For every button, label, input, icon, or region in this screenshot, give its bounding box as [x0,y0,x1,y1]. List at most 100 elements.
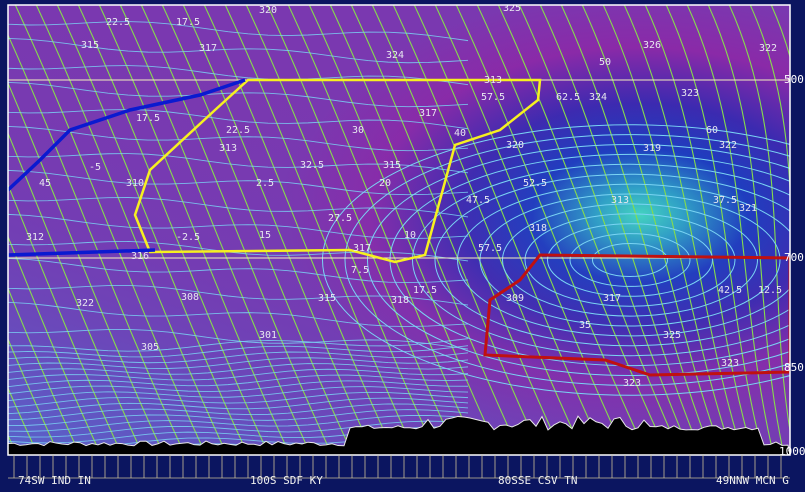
isentrope [8,368,469,381]
plot-area: 315 317 320 324 325 326 322 324 323 322 321 319 317 3… [8,5,790,455]
isentrope [8,37,469,64]
isotach [686,5,775,455]
contour-label: 315 [318,293,336,304]
location-labels: 74SW IND IN 100S SDF KY 80SSE CSV TN 49NNW … [18,474,789,487]
contour-labels: 315 317 320 324 325 326 322 324 323 322 321 319 317 3… [26,5,782,389]
isotach [329,5,522,455]
contour-label: 35 [579,320,591,331]
isotach [182,5,375,455]
isentrope [502,203,758,317]
contour-label: 325 [663,330,681,341]
isentrope [8,196,469,218]
contour-label: 37.5 [713,195,737,206]
isotach [434,5,627,455]
contour-label: 324 [386,50,404,61]
isentrope [524,213,736,307]
isentrope [8,420,469,438]
isentrope [8,257,469,284]
contour-label: 305 [141,342,159,353]
isentrope [8,81,469,108]
contour-label: 22.5 [106,17,130,28]
isotach [8,287,81,455]
contour-label: 320 [506,140,524,151]
isentrope [8,152,469,174]
contour-label: 57.5 [481,92,505,103]
isentrope [8,380,469,395]
contour-label: 308 [181,292,199,303]
isentropes [8,20,790,455]
isentrope [547,223,713,297]
location-label: 49NNW MCN G [716,474,789,487]
isentrope [8,415,469,432]
isentrope [8,374,469,388]
pressure-label: 500 [784,73,804,86]
isotach [8,386,39,455]
contour-label: 12.5 [758,285,782,296]
isotach [56,5,249,455]
isentrope [8,328,469,350]
isotach [455,5,648,455]
pressure-label: 700 [784,251,804,264]
isentrope [344,134,790,386]
contour-label: 317 [199,43,217,54]
isentrope [434,173,790,347]
isentrope [8,108,469,130]
isentrope [8,403,469,421]
contour-label: 322 [76,298,94,309]
contour-label: 317 [603,293,621,304]
contour-label: 323 [721,358,739,369]
contour-label: 45 [39,178,51,189]
isentrope [8,351,469,364]
contour-label: 323 [681,88,699,99]
contour-label: 7.5 [351,265,369,276]
isotach [287,5,480,455]
isotach [665,5,764,455]
pressure-labels: 500 700 850 1000 [779,73,805,458]
isentrope [8,284,469,306]
contour-label: 32.5 [300,160,324,171]
contour-label: 20 [379,178,391,189]
contour-label: 316 [131,251,149,262]
isentrope [8,397,469,415]
isotach [602,5,734,455]
blue-boundary [8,78,246,192]
contour-label: 313 [611,195,629,206]
isotach [350,5,543,455]
isotach [140,5,333,455]
contour-label: 320 [259,5,277,16]
contour-label: 301 [259,330,277,341]
contour-label: 62.5 [556,92,580,103]
contour-label: 30 [352,125,364,136]
contour-label: 309 [506,293,524,304]
terrain [8,415,790,455]
contour-label: 52.5 [523,178,547,189]
contour-label: 15 [259,230,271,241]
isentrope [322,124,790,396]
isentrope [457,183,790,337]
contour-label: 47.5 [466,195,490,206]
location-label: 100S SDF KY [250,474,323,487]
contour-label: 17.5 [176,17,200,28]
isentrope [412,163,790,357]
pressure-label: 850 [784,361,804,374]
isotach [98,5,291,455]
contour-label: 17.5 [136,113,160,124]
blue-boundary [8,248,156,257]
isentrope [367,144,790,376]
contour-label: 317 [353,243,371,254]
contour-label: 27.5 [328,213,352,224]
isentrope [8,64,469,86]
contour-label: 315 [81,40,99,51]
contour-label: 322 [719,140,737,151]
isotach [8,235,102,455]
location-label: 80SSE CSV TN [498,474,577,487]
isentrope [8,363,469,375]
isotach [224,5,417,455]
isotach [119,5,312,455]
isotach [245,5,438,455]
contour-label: 318 [391,295,409,306]
isotach [707,5,785,455]
contour-label: 310 [126,178,144,189]
isotach [518,5,692,455]
